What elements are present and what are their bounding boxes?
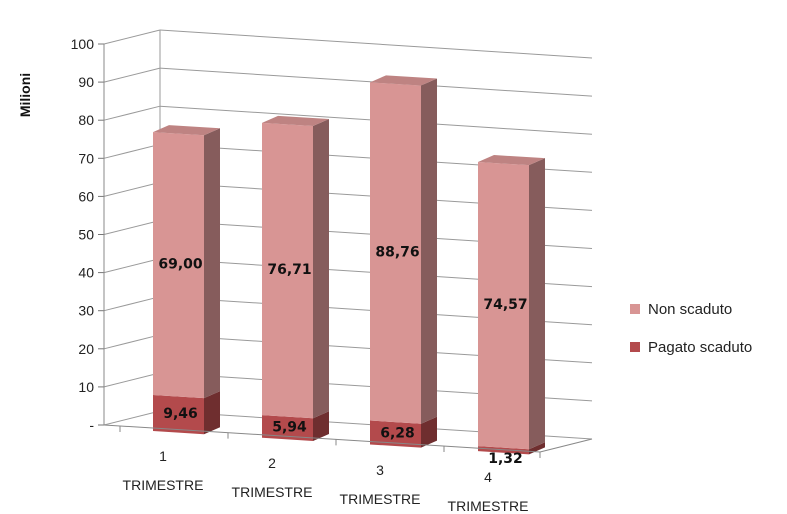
data-label: 1,32 [488,451,523,467]
side-gridline [103,29,161,45]
data-label: 69,00 [158,257,203,273]
data-label: 74,57 [483,297,527,313]
data-label: 76,71 [267,262,311,278]
bars [153,75,545,455]
bar-top [370,75,437,86]
legend: Non scaduto Pagato scaduto [630,301,752,356]
x-tick-label-number: 2 [268,455,276,471]
y-tick-label: 90 [78,74,94,90]
y-tick-label: 100 [71,36,95,52]
x-tick-label-word: TRIMESTRE [340,491,421,507]
bar-non-scaduto-front [478,162,529,450]
data-label: 88,76 [375,244,419,260]
x-tick-label-word: TRIMESTRE [448,498,529,514]
y-tick-label: 20 [78,341,94,357]
bar-pagato-scaduto-side [313,411,329,441]
x-tick-label-word: TRIMESTRE [232,484,313,500]
bar-non-scaduto-side [313,119,329,419]
bar-top [478,155,545,166]
bar-non-scaduto-front [370,82,421,424]
bar-pagato-scaduto-front [153,394,204,435]
data-label: 5,94 [272,419,307,435]
side-gridline [103,220,161,235]
data-labels: 9,46 69,00 5,94 76,71 6,28 88,76 1,32 74,57 [158,244,527,467]
bar-non-scaduto-front [262,122,313,419]
legend-swatch [630,304,640,314]
side-gridline [103,258,161,274]
y-axis-label: Milioni [17,73,33,117]
side-gridline [103,105,161,121]
bar-non-scaduto-side [529,158,545,450]
side-gridline [103,143,161,159]
bar-pagato-scaduto-side [204,391,220,435]
side-gridline [103,181,161,197]
y-tick-label: 70 [78,150,94,166]
x-tick-label-number: 4 [484,469,492,485]
x-tick-label-number: 1 [159,448,167,464]
side-gridline [103,372,161,388]
data-label: 9,46 [163,406,198,422]
legend-label: Non scaduto [648,301,732,318]
data-label: 6,28 [380,426,415,442]
bar-top [262,115,329,127]
y-tick-label: 30 [78,303,94,319]
bar-non-scaduto-front [153,132,204,399]
bar-non-scaduto-side [421,78,437,424]
y-tick-label: 50 [78,227,94,243]
back-gridline [159,29,593,59]
side-gridline [103,296,161,312]
side-gridline [103,67,161,83]
side-gridline [103,334,161,350]
bar-pagato-scaduto-front [370,420,421,448]
legend-swatch [630,342,640,352]
x-tick-label-number: 3 [376,462,384,478]
bar-non-scaduto-side [204,128,220,399]
y-tick-label: 40 [78,265,94,281]
x-tick-label-word: TRIMESTRE [123,477,204,493]
y-tick-label: 10 [78,379,94,395]
side-gridline [103,410,161,426]
y-tick-label: - [89,417,94,433]
legend-label: Pagato scaduto [648,339,752,356]
bar-top [153,125,220,136]
y-tick-label: 60 [78,188,94,204]
bar-pagato-scaduto-side [421,416,437,448]
floor-right-edge [539,438,593,453]
floor-front-edge [103,424,541,453]
y-tick-label: 80 [78,112,94,128]
axes: - 10 20 30 40 50 60 70 80 90 100 1 TRIMESTRE 2 TRIMEST… [71,36,593,514]
bar-pagato-scaduto-front [262,415,313,441]
